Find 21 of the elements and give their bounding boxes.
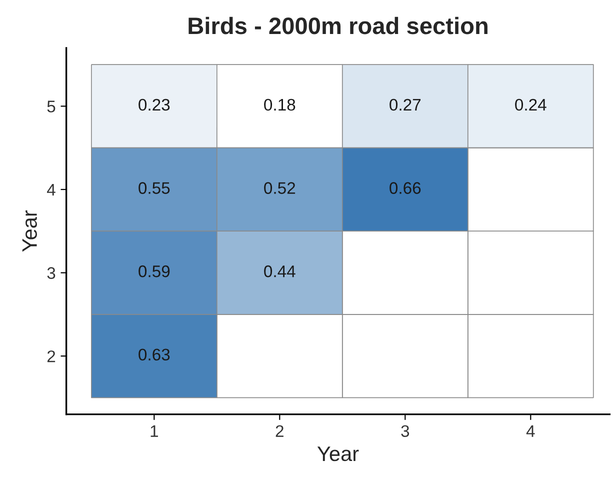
data-label: 0.63 [138,348,170,361]
y-tick-label: 2 [47,350,56,362]
data-label: 0.18 [264,98,296,111]
y-axis-title: Year [22,210,37,252]
data-label: 0.27 [390,98,421,111]
data-label: 0.59 [138,265,170,278]
data-label: 0.66 [390,182,421,194]
y-tick-label: 3 [47,267,56,279]
data-label: 0.23 [138,98,170,111]
x-tick-label: 3 [401,425,410,437]
data-label: 0.55 [138,182,170,194]
x-tick-label: 4 [526,425,535,437]
y-tick-label: 5 [47,100,56,112]
y-tick-label: 4 [47,184,56,196]
data-label: 0.52 [264,182,296,194]
data-label: 0.24 [515,98,546,111]
x-tick-label: 1 [150,425,158,437]
chart-title: Birds - 2000m road section [188,16,488,34]
x-axis-title: Year [317,446,359,462]
x-tick-label: 2 [276,425,284,437]
data-label: 0.44 [264,265,296,278]
